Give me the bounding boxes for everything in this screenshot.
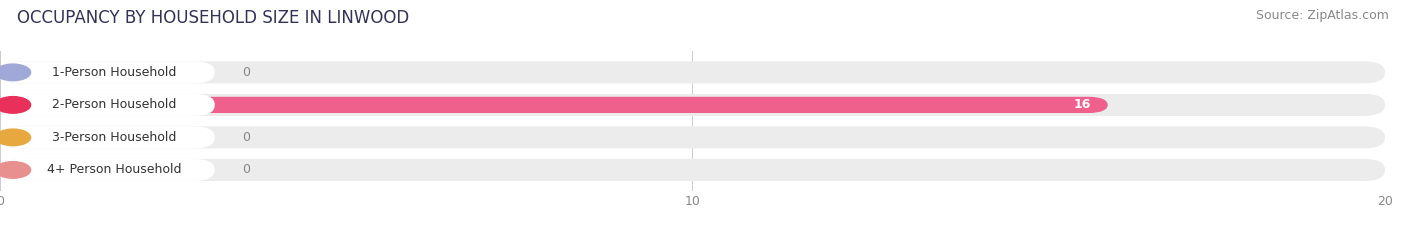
FancyBboxPatch shape — [0, 126, 215, 148]
FancyBboxPatch shape — [0, 97, 1108, 113]
Text: OCCUPANCY BY HOUSEHOLD SIZE IN LINWOOD: OCCUPANCY BY HOUSEHOLD SIZE IN LINWOOD — [17, 9, 409, 27]
FancyBboxPatch shape — [0, 159, 1385, 181]
FancyBboxPatch shape — [0, 159, 215, 181]
FancyBboxPatch shape — [0, 126, 1385, 148]
Circle shape — [0, 97, 31, 113]
Text: 0: 0 — [242, 66, 250, 79]
Text: 3-Person Household: 3-Person Household — [52, 131, 177, 144]
Text: 16: 16 — [1073, 98, 1091, 111]
Circle shape — [0, 64, 31, 81]
Text: 4+ Person Household: 4+ Person Household — [48, 163, 181, 176]
FancyBboxPatch shape — [0, 94, 215, 116]
FancyBboxPatch shape — [0, 61, 215, 83]
Text: 1-Person Household: 1-Person Household — [52, 66, 177, 79]
FancyBboxPatch shape — [0, 61, 1385, 83]
Circle shape — [0, 162, 31, 178]
Circle shape — [0, 129, 31, 146]
Text: 2-Person Household: 2-Person Household — [52, 98, 177, 111]
Text: 0: 0 — [242, 131, 250, 144]
Text: Source: ZipAtlas.com: Source: ZipAtlas.com — [1256, 9, 1389, 22]
Text: 0: 0 — [242, 163, 250, 176]
FancyBboxPatch shape — [0, 94, 1385, 116]
